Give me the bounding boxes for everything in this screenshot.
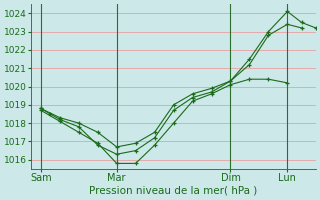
X-axis label: Pression niveau de la mer( hPa ): Pression niveau de la mer( hPa ) — [90, 186, 258, 196]
